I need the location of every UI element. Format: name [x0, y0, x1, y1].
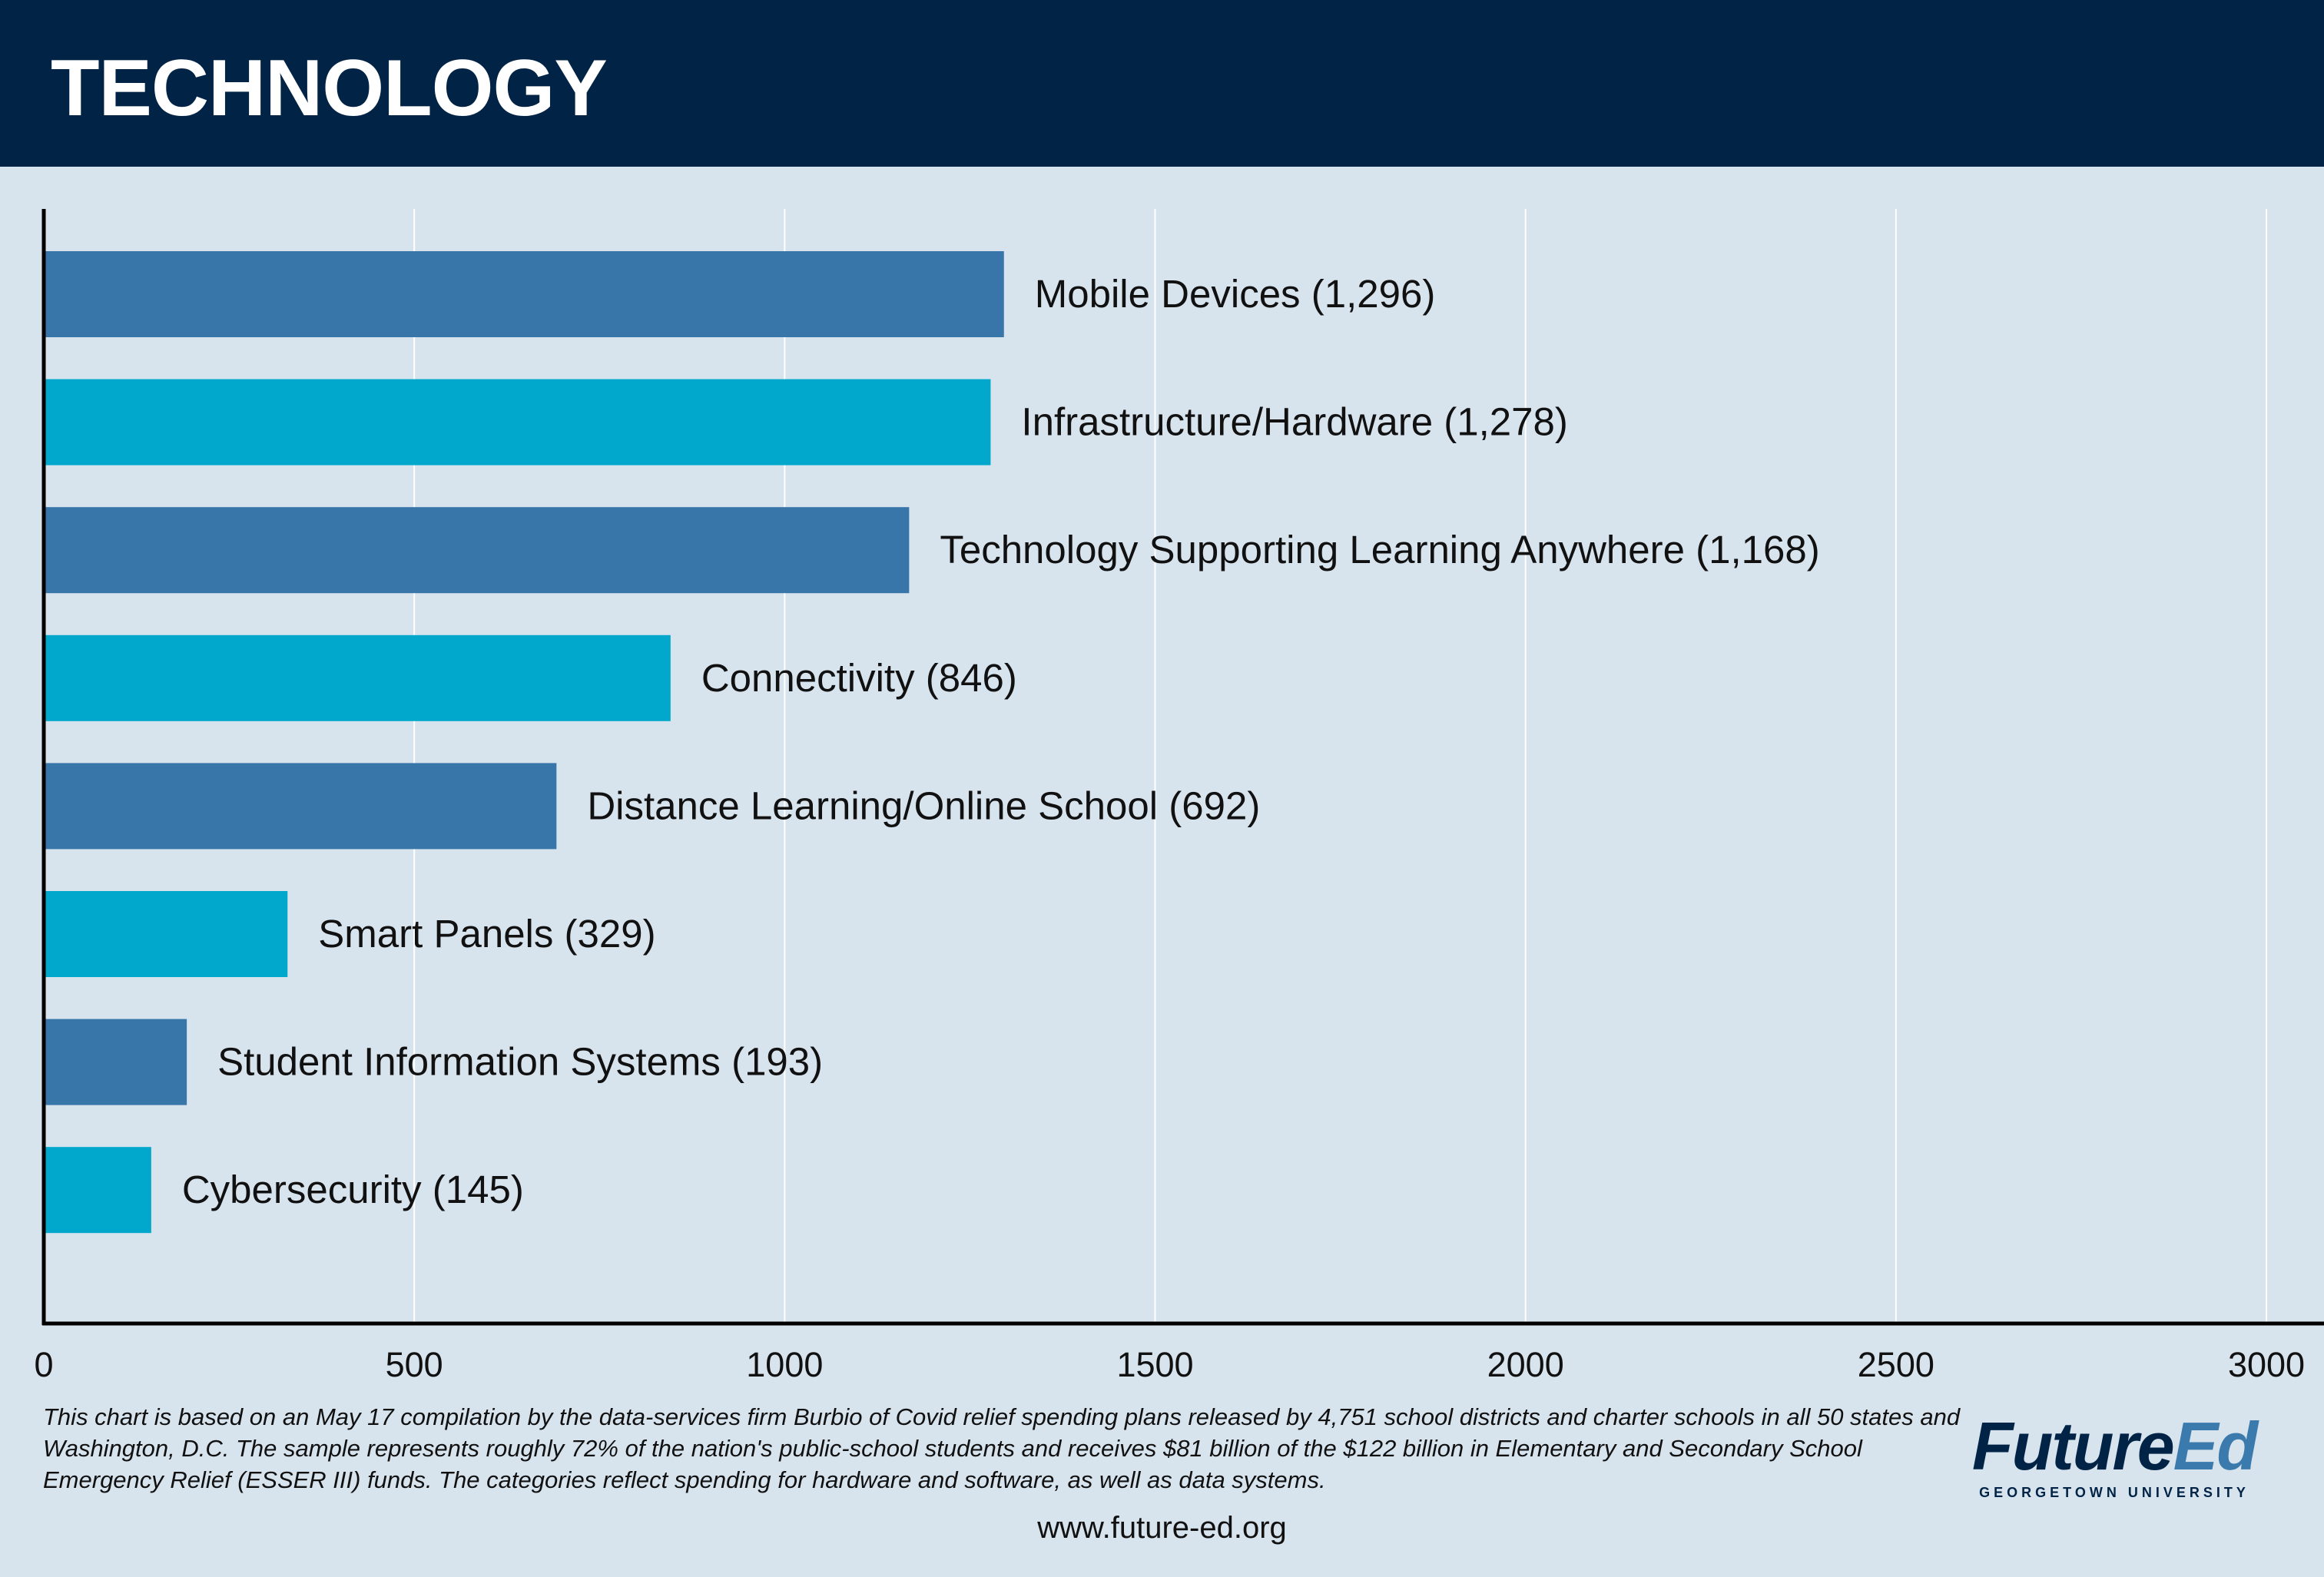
bar-7 — [44, 1147, 151, 1234]
x-tick-label-500: 500 — [386, 1345, 443, 1383]
x-tick-label-2500: 2500 — [1858, 1345, 1934, 1383]
bar-label-5: Smart Panels (329) — [318, 912, 655, 956]
bar-label-4: Distance Learning/Online School (692) — [587, 784, 1260, 827]
logo-future-text: Future — [1971, 1408, 2175, 1484]
futureed-logo: FutureEd GEORGETOWN UNIVERSITY — [1968, 1410, 2260, 1501]
bar-3 — [44, 634, 671, 721]
logo-wordmark: FutureEd — [1968, 1410, 2260, 1483]
bar-label-1: Infrastructure/Hardware (1,278) — [1021, 400, 1567, 444]
bar-chart: Mobile Devices (1,296) Infrastructure/Har… — [34, 209, 2324, 1383]
bar-label-0: Mobile Devices (1,296) — [1035, 272, 1436, 316]
x-tick-label-1500: 1500 — [1116, 1345, 1193, 1383]
bar-5 — [44, 891, 288, 977]
footnote: This chart is based on an May 17 compila… — [43, 1403, 1961, 1493]
bar-label-3: Connectivity (846) — [701, 656, 1017, 700]
website-url[interactable]: www.future-ed.org — [1037, 1511, 1287, 1545]
page-title: TECHNOLOGY — [51, 44, 608, 133]
logo-ed-text: Ed — [2173, 1408, 2258, 1484]
bar-1 — [44, 379, 991, 465]
bar-0 — [44, 251, 1004, 337]
x-tick-label-1000: 1000 — [746, 1345, 823, 1383]
bar-6 — [44, 1019, 187, 1105]
x-tick-label-3000: 3000 — [2228, 1345, 2305, 1383]
bar-label-2: Technology Supporting Learning Anywhere … — [940, 528, 1819, 571]
bar-2 — [44, 507, 910, 594]
header-banner: TECHNOLOGY — [0, 0, 2324, 167]
x-tick-label-0: 0 — [34, 1345, 53, 1383]
bar-label-6: Student Information Systems (193) — [217, 1040, 823, 1084]
logo-subtitle: GEORGETOWN UNIVERSITY — [1979, 1485, 2249, 1500]
bar-4 — [44, 763, 557, 850]
x-tick-label-2000: 2000 — [1487, 1345, 1564, 1383]
bar-label-7: Cybersecurity (145) — [182, 1168, 524, 1211]
